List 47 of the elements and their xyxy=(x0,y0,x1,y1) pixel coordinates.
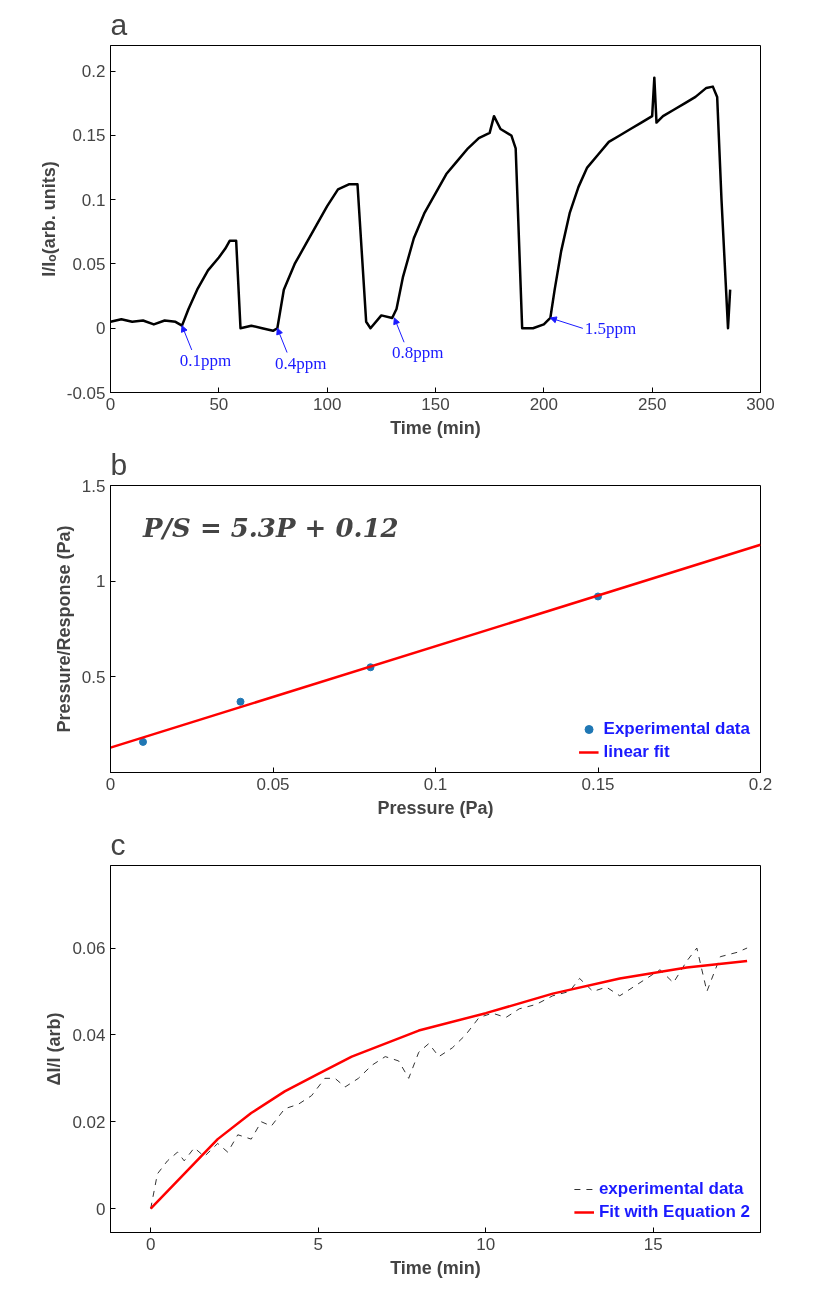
x-tick-label: 0.15 xyxy=(581,774,615,794)
chart-title: c xyxy=(110,827,126,861)
point xyxy=(139,737,147,746)
x-tick-label: 50 xyxy=(209,394,229,414)
x-tick-label: 0.05 xyxy=(256,774,290,794)
y-tick-label: 0.06 xyxy=(72,939,106,959)
annotation: 0.1ppm xyxy=(179,350,232,370)
legend-label: linear fit xyxy=(603,742,670,762)
y-tick-label: 0.02 xyxy=(72,1112,106,1132)
x-tick-label: 15 xyxy=(643,1234,663,1254)
x-tick-label: 300 xyxy=(746,394,775,414)
x-axis-title: Pressure (Pa) xyxy=(377,797,494,818)
x-tick-label: 150 xyxy=(421,394,450,414)
y-axis-title: I/Iₒ(arb. units) xyxy=(38,161,59,277)
x-axis-title: Time (min) xyxy=(390,1257,481,1278)
annotation: P/S = 5.3P + 0.12 xyxy=(142,512,399,543)
annotation: 1.5ppm xyxy=(584,319,637,339)
y-tick-label: 0.5 xyxy=(81,667,106,687)
y-tick-label: -0.05 xyxy=(66,383,106,403)
y-tick-label: 0 xyxy=(96,1199,106,1219)
legend-label: experimental data xyxy=(598,1179,744,1199)
y-tick-label: 0.04 xyxy=(72,1025,106,1045)
x-tick-label: 0 xyxy=(145,1234,156,1254)
chart-title: b xyxy=(110,447,128,481)
x-tick-label: 0.1 xyxy=(423,774,448,794)
y-tick-label: 0.1 xyxy=(81,190,106,210)
y-axis-title: Pressure/Response (Pa) xyxy=(53,525,74,733)
x-axis-title: Time (min) xyxy=(390,417,481,438)
y-tick-label: 0.2 xyxy=(81,62,106,82)
y-axis-title: ΔI/I (arb) xyxy=(44,1012,65,1086)
point xyxy=(236,697,245,706)
legend-label: Experimental data xyxy=(603,719,750,739)
y-tick-label: 1.5 xyxy=(81,476,106,496)
annotation: 0.8ppm xyxy=(392,343,444,363)
x-tick-label: 200 xyxy=(529,394,559,414)
x-tick-label: 250 xyxy=(637,394,667,414)
x-tick-label: 0.2 xyxy=(748,774,773,794)
y-tick-label: 1 xyxy=(96,572,106,592)
x-tick-label: 5 xyxy=(313,1234,323,1254)
y-tick-label: 0.05 xyxy=(72,254,106,274)
x-tick-label: 10 xyxy=(476,1234,496,1254)
x-tick-label: 100 xyxy=(312,394,342,414)
y-tick-label: 0 xyxy=(96,319,106,339)
legend-label: Fit with Equation 2 xyxy=(598,1202,750,1222)
annotation: 0.4ppm xyxy=(275,353,327,373)
chart-title: a xyxy=(110,7,128,41)
y-tick-label: 0.15 xyxy=(72,126,106,146)
